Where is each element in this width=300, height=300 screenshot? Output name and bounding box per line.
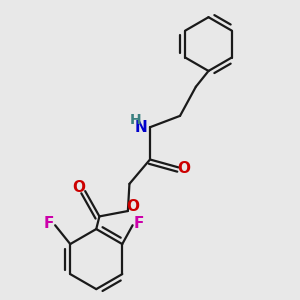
- Text: O: O: [72, 180, 86, 195]
- Text: F: F: [134, 216, 144, 231]
- Text: O: O: [178, 161, 190, 176]
- Text: F: F: [44, 216, 54, 231]
- Text: O: O: [126, 199, 139, 214]
- Text: N: N: [135, 120, 148, 135]
- Text: H: H: [130, 113, 142, 127]
